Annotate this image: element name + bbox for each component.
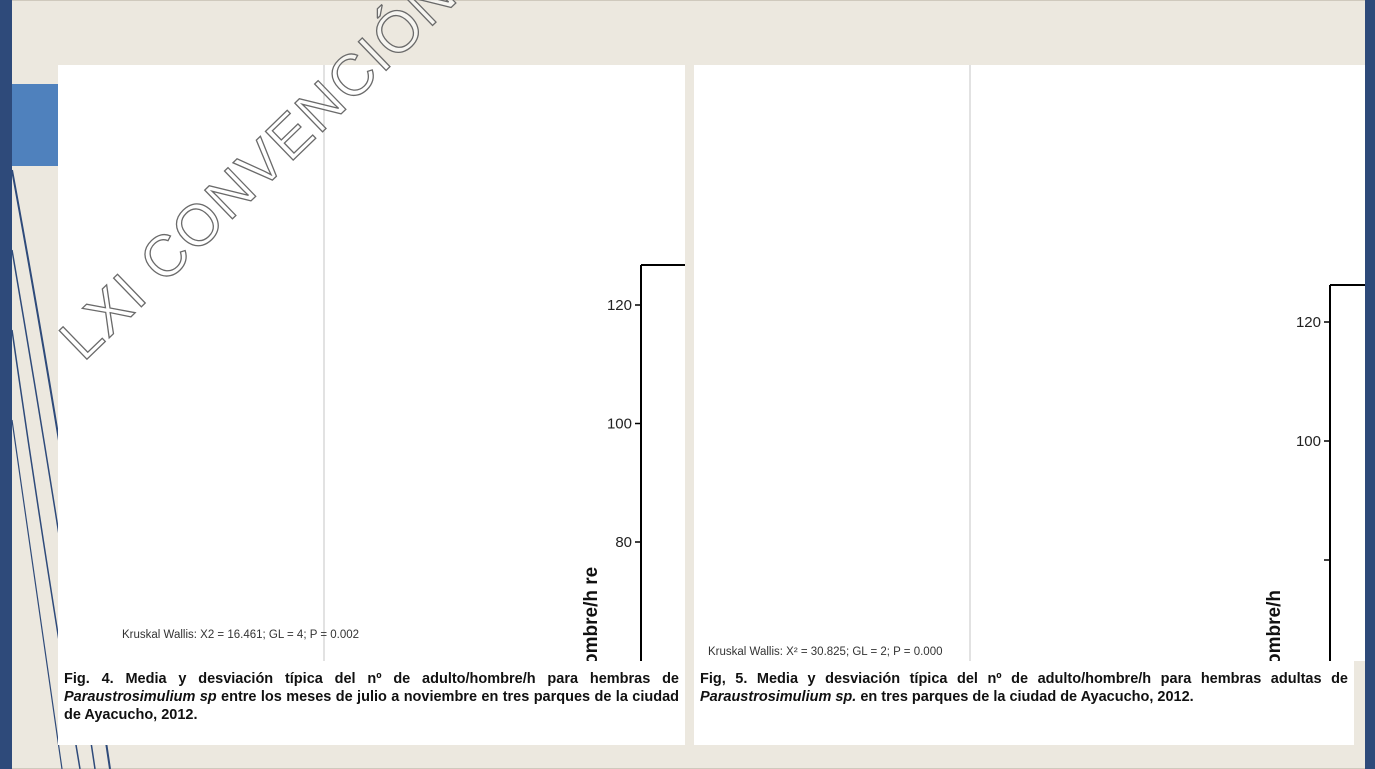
y-axis-label: ombre/h [1264,590,1285,661]
figure-4-chart: 80 100 120 ombre/h re [323,65,685,661]
y-tick-label: 100 [1296,433,1321,450]
figure-4-panel: 80 100 120 ombre/h re [58,65,685,661]
caption-suffix: entre los meses de julio a noviembre en … [64,689,679,723]
figure-4-stats: Kruskal Wallis: X2 = 16.461; GL = 4; P =… [122,629,360,641]
caption-suffix: en tres parques de la ciudad de Ayacucho… [856,689,1194,705]
y-tick-label: 80 [615,534,632,551]
left-edge-bar [0,0,12,769]
caption-prefix: Fig. 4. Media y desviación típica del nº… [64,671,679,687]
figure-5-caption: Fig, 5. Media y desviación típica del nº… [694,661,1354,745]
y-tick-label: 120 [607,297,632,314]
figure-5-stats: Kruskal Wallis: X² = 30.825; GL = 2; P =… [708,646,943,658]
y-tick-label: 120 [1296,314,1321,331]
y-axis-label: ombre/h re [581,567,602,661]
figure-5-chart: 100 120 ombre/h [969,65,1365,661]
figure-5-panel: 100 120 ombre/h [694,65,1365,661]
y-tick-label: 100 [607,416,632,433]
species-name: Paraustrosimulium sp [64,689,217,705]
caption-prefix: Fig, 5. Media y desviación típica del nº… [700,671,1348,687]
right-edge-bar [1365,0,1375,769]
figure-4-caption: Fig. 4. Media y desviación típica del nº… [58,661,685,745]
accent-block [12,84,62,166]
species-name: Paraustrosimulium sp. [700,689,857,705]
